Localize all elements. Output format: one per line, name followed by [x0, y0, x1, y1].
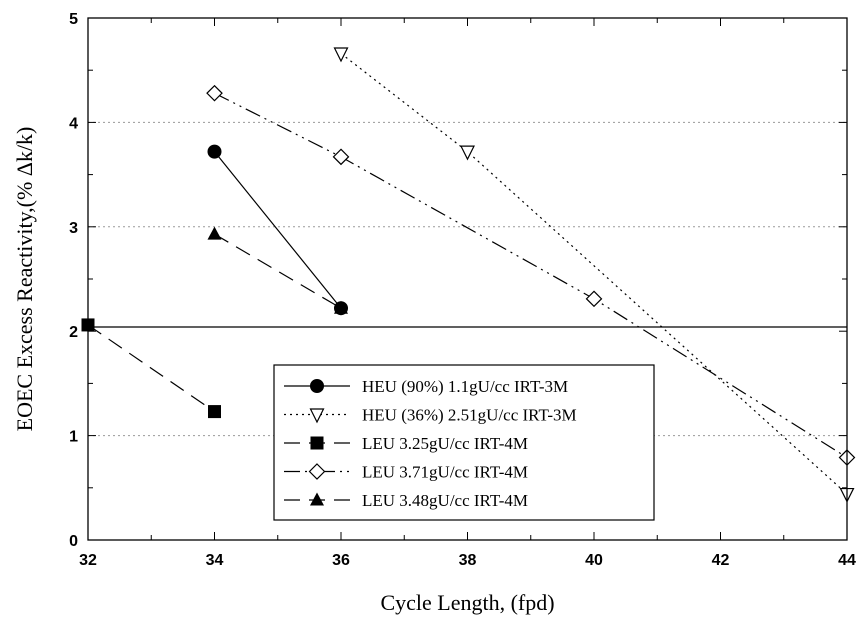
y-tick-label: 4: [69, 115, 78, 132]
data-point-square-filled: [208, 405, 221, 419]
legend-entry: HEU (36%) 2.51gU/cc IRT-3M: [284, 406, 577, 425]
x-tick-label: 44: [838, 552, 856, 569]
series-line: [214, 151, 342, 309]
y-tick-label: 2: [69, 324, 78, 341]
y-tick-label: 0: [69, 533, 78, 550]
legend-label: LEU 3.71gU/cc IRT-4M: [362, 463, 528, 482]
data-point-triangle-down-open: [333, 47, 349, 63]
data-point-triangle-down-open: [460, 145, 475, 161]
series-line: [87, 324, 215, 413]
legend-label: HEU (36%) 2.51gU/cc IRT-3M: [362, 406, 577, 425]
legend-label: HEU (90%) 1.1gU/cc IRT-3M: [362, 377, 568, 396]
legend-entry: LEU 3.48gU/cc IRT-4M: [284, 491, 528, 510]
legend-entry: LEU 3.25gU/cc IRT-4M: [284, 434, 528, 453]
series-5: [207, 226, 348, 314]
data-point-diamond-open: [332, 148, 350, 166]
legend: HEU (90%) 1.1gU/cc IRT-3M HEU (36%) 2.51g…: [273, 364, 655, 521]
x-tick-label: 42: [712, 552, 730, 569]
y-tick-label: 3: [69, 220, 78, 237]
y-tick-label: 1: [69, 429, 78, 446]
legend-entry: LEU 3.71gU/cc IRT-4M: [284, 463, 528, 482]
x-tick-label: 34: [206, 552, 224, 569]
x-tick-label: 32: [79, 552, 97, 569]
y-axis-label: EOEC Excess Reactivity,(% Δk/k): [12, 127, 37, 432]
legend-label: LEU 3.25gU/cc IRT-4M: [362, 434, 528, 453]
series-line: [214, 233, 342, 309]
data-point-diamond-open: [308, 463, 326, 480]
data-point-circle-filled: [207, 144, 222, 159]
x-tick-label: 38: [459, 552, 477, 569]
x-axis-label: Cycle Length, (fpd): [380, 590, 554, 615]
legend-entry: HEU (90%) 1.1gU/cc IRT-3M: [284, 377, 568, 396]
legend-label: LEU 3.48gU/cc IRT-4M: [362, 491, 528, 510]
data-point-triangle-down-open: [309, 408, 325, 424]
series-line: [214, 92, 848, 459]
series-3: [81, 318, 221, 419]
series-layer: [81, 47, 856, 503]
series-1: [207, 144, 348, 316]
y-tick-label: 5: [69, 11, 78, 28]
data-point-diamond-open: [585, 290, 603, 308]
data-point-triangle-up-filled: [334, 300, 348, 314]
data-point-triangle-up-filled: [310, 492, 324, 506]
data-point-square-filled: [310, 436, 324, 450]
data-point-diamond-open: [206, 84, 223, 102]
x-tick-label: 36: [332, 552, 350, 569]
data-point-triangle-up-filled: [207, 226, 222, 240]
data-point-circle-filled: [310, 379, 324, 393]
legend-items: HEU (90%) 1.1gU/cc IRT-3M HEU (36%) 2.51g…: [284, 377, 577, 510]
x-tick-label: 40: [585, 552, 603, 569]
